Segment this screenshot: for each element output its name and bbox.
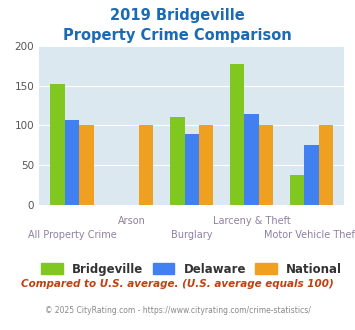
- Bar: [50, 84, 65, 205]
- Bar: [199, 125, 213, 205]
- Bar: [185, 134, 199, 205]
- Bar: [79, 125, 93, 205]
- Text: Compared to U.S. average. (U.S. average equals 100): Compared to U.S. average. (U.S. average …: [21, 279, 334, 289]
- Bar: [318, 125, 333, 205]
- Bar: [65, 120, 79, 205]
- Text: Larceny & Theft: Larceny & Theft: [213, 216, 290, 226]
- Text: Motor Vehicle Theft: Motor Vehicle Theft: [264, 230, 355, 240]
- Legend: Bridgeville, Delaware, National: Bridgeville, Delaware, National: [37, 258, 347, 280]
- Text: All Property Crime: All Property Crime: [28, 230, 116, 240]
- Bar: [304, 145, 318, 205]
- Text: © 2025 CityRating.com - https://www.cityrating.com/crime-statistics/: © 2025 CityRating.com - https://www.city…: [45, 306, 310, 315]
- Text: Burglary: Burglary: [171, 230, 212, 240]
- Text: Property Crime Comparison: Property Crime Comparison: [63, 28, 292, 43]
- Text: 2019 Bridgeville: 2019 Bridgeville: [110, 8, 245, 23]
- Bar: [259, 125, 273, 205]
- Bar: [230, 64, 244, 205]
- Bar: [170, 117, 185, 205]
- Text: Arson: Arson: [118, 216, 146, 226]
- Bar: [290, 175, 304, 205]
- Bar: [244, 114, 259, 205]
- Bar: [139, 125, 153, 205]
